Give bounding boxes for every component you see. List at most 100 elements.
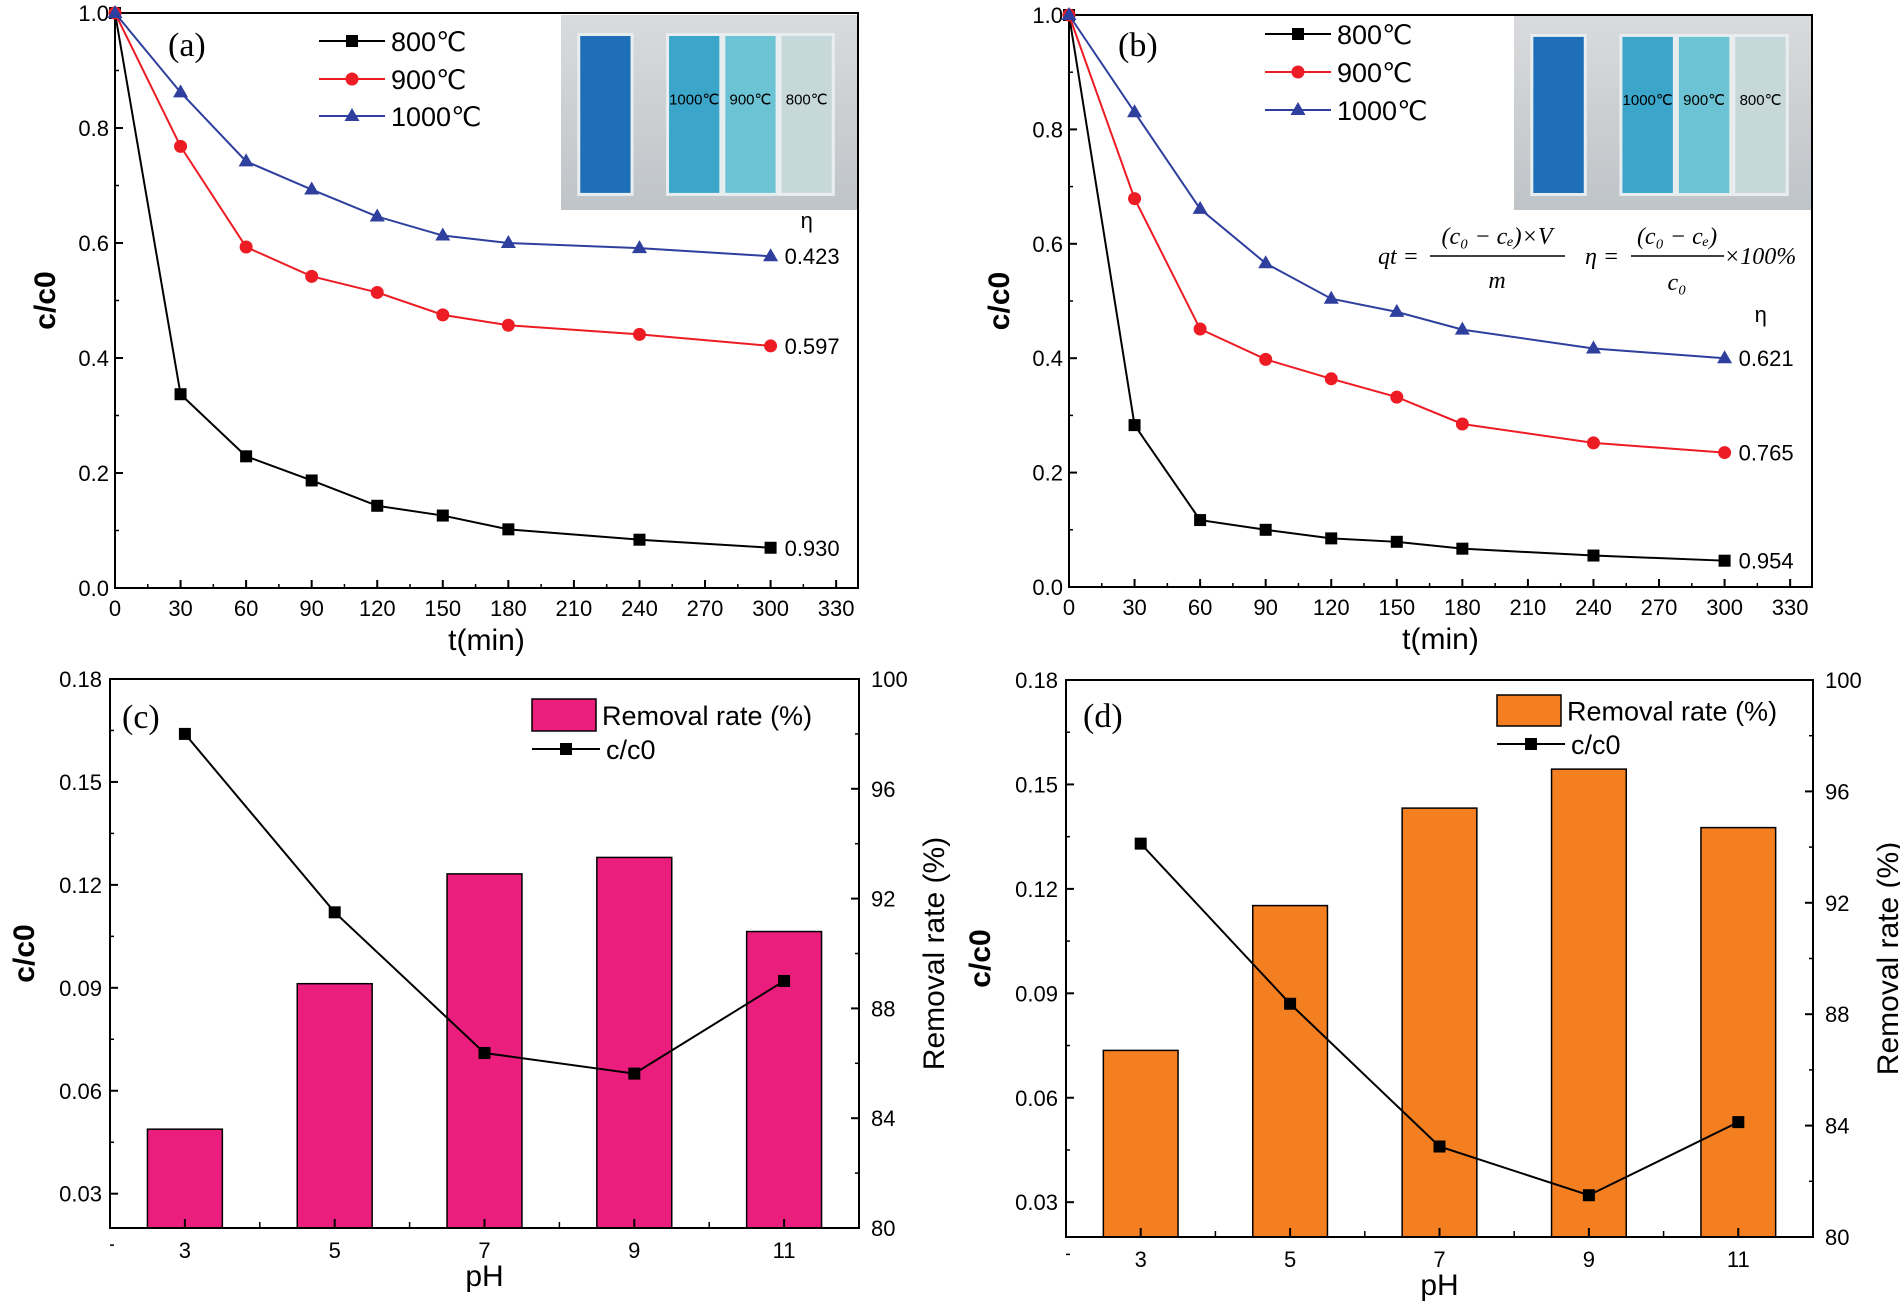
data-point <box>1456 542 1469 555</box>
c-c0-point <box>1284 997 1297 1010</box>
cuvette-label: 800℃ <box>1740 92 1782 109</box>
data-point <box>1718 446 1732 460</box>
series-triangle: 0.621 <box>1061 7 1794 371</box>
x-tick-label: 90 <box>1253 595 1277 620</box>
data-point <box>436 509 449 522</box>
y-axis-title: c/c0 <box>964 929 997 987</box>
x-tick-label: 330 <box>818 596 855 621</box>
y2-tick-label: 88 <box>1825 1002 1849 1027</box>
formula-qt-denominator: m <box>1488 268 1505 294</box>
data-point <box>764 541 777 554</box>
x-axis-title: pH <box>465 1260 503 1293</box>
x-tick-label: 150 <box>424 596 461 621</box>
data-point <box>240 450 253 463</box>
x-tick-label: 3 <box>1135 1247 1147 1272</box>
x-tick-label: 240 <box>1575 595 1612 620</box>
data-point <box>305 269 319 283</box>
data-point <box>1127 104 1143 118</box>
formula-qt-lhs: qt = <box>1378 244 1419 270</box>
y-tick-label: 0.15 <box>59 770 102 795</box>
legend-label: 1000℃ <box>391 102 481 132</box>
cuvette <box>1732 33 1789 196</box>
data-point <box>369 208 385 222</box>
x-tick-label: 3 <box>179 1238 191 1263</box>
data-point <box>500 235 516 248</box>
formula-eta-denominator: c₀ <box>1668 270 1687 296</box>
data-point <box>1193 322 1207 336</box>
legend-label: 800℃ <box>391 27 466 57</box>
y2-tick-label: 96 <box>871 777 895 802</box>
eta-value-label: 0.423 <box>785 244 840 269</box>
data-point <box>174 388 187 401</box>
cuvette <box>1530 33 1587 196</box>
x-tick-label: 60 <box>234 596 258 621</box>
x-axis-title: t(min) <box>1402 623 1479 656</box>
y-tick-label: 0.2 <box>1032 461 1063 486</box>
data-point <box>371 499 384 512</box>
y2-axis-title: Removal rate (%) <box>1872 842 1900 1075</box>
y-tick-label: 0.15 <box>1015 772 1058 797</box>
c-c0-point <box>778 974 791 987</box>
x-axis-title: t(min) <box>448 624 525 657</box>
data-point <box>1585 340 1601 354</box>
x-tick-label: 180 <box>490 596 527 621</box>
data-point <box>1259 523 1272 536</box>
x-tick-label: 5 <box>329 1238 341 1263</box>
y-tick-label: 0.18 <box>59 667 102 692</box>
c-c0-point <box>1732 1116 1745 1129</box>
data-point <box>1454 321 1470 335</box>
data-point <box>1390 535 1403 548</box>
y2-tick-label: 100 <box>871 667 908 692</box>
c-c0-point <box>1433 1140 1446 1153</box>
panel-label: (a) <box>168 27 206 64</box>
cuvette <box>722 33 779 196</box>
c-c0-point <box>328 906 341 919</box>
y-axis-title: c/c0 <box>8 924 41 982</box>
y-tick-label: 0.03 <box>59 1182 102 1207</box>
y-tick-label: 0.4 <box>78 346 109 371</box>
cuvette <box>778 33 835 196</box>
y-tick-label: 0.0 <box>1032 575 1063 600</box>
c-c0-point <box>1134 837 1147 850</box>
y2-tick-label: 88 <box>871 996 895 1021</box>
data-point <box>305 474 318 487</box>
bar-removal-rate <box>1102 1049 1179 1238</box>
x-tick-label: 210 <box>1510 595 1547 620</box>
data-point <box>174 139 188 153</box>
legend-label: 1000℃ <box>1337 96 1427 126</box>
c-c0-point <box>178 727 191 740</box>
y-tick-label: 0.06 <box>59 1079 102 1104</box>
cuvette-label: 900℃ <box>730 92 772 109</box>
data-point <box>1455 417 1469 431</box>
data-point <box>1259 352 1273 366</box>
formula: qt = (c₀ − cₑ)×V m η = (c₀ − cₑ) c₀ ×100% <box>1378 224 1796 296</box>
eta-value-label: 0.930 <box>785 536 840 561</box>
data-point <box>1324 372 1338 386</box>
legend-label: Removal rate (%) <box>602 701 812 731</box>
cuvette <box>577 33 634 196</box>
data-point <box>763 248 779 262</box>
data-point <box>173 84 189 98</box>
x-tick-label: 270 <box>1641 595 1678 620</box>
data-point <box>631 240 647 254</box>
y2-axis-title: Removal rate (%) <box>918 837 951 1070</box>
legend-marker <box>560 743 572 755</box>
c-c0-point <box>478 1047 491 1060</box>
y-tick-label: 0.6 <box>78 231 109 256</box>
y-axis-title: c/c0 <box>29 271 62 329</box>
data-point <box>435 227 451 241</box>
legend-label: 900℃ <box>391 65 466 95</box>
y-tick-label: 0.12 <box>1015 877 1058 902</box>
legend-label: 900℃ <box>1337 58 1412 88</box>
eta-value-label: 0.954 <box>1739 549 1794 574</box>
y-tick-label: 0.03 <box>1015 1190 1058 1215</box>
panel-d-chart: 3 5 7 9 11 0.03 0.06 0.09 0.12 0.15 0.18 80 84 88 92 96… <box>964 668 1900 1302</box>
data-point <box>1323 290 1339 304</box>
y-axis-title: c/c0 <box>983 272 1016 330</box>
bar-removal-rate <box>1700 826 1777 1238</box>
cuvette <box>666 33 723 196</box>
data-point <box>632 327 646 341</box>
data-point <box>502 523 515 536</box>
bar-removal-rate <box>1401 807 1478 1238</box>
series-triangle: 0.423 <box>107 5 840 269</box>
